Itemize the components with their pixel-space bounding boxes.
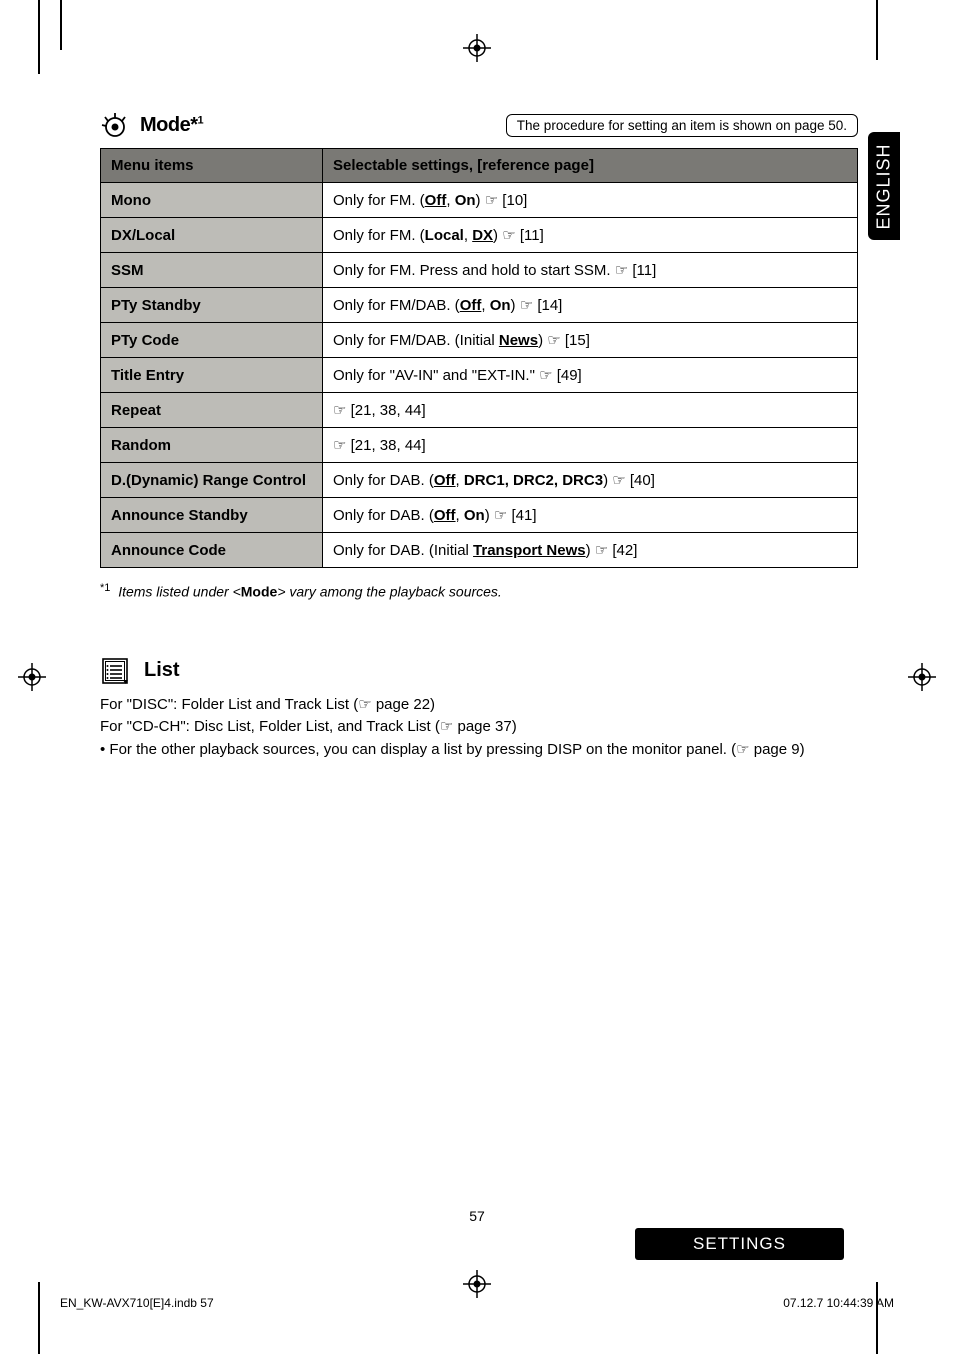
table-row: Announce Code Only for DAB. (Initial Tra… (101, 533, 858, 568)
language-tab-label: ENGLISH (874, 143, 895, 229)
table-row: Repeat ☞ [21, 38, 44] (101, 393, 858, 428)
table-header-col2: Selectable settings, [reference page] (323, 149, 858, 183)
table-row: Title Entry Only for "AV-IN" and "EXT-IN… (101, 358, 858, 393)
crop-line (38, 1282, 40, 1354)
list-title: List (144, 659, 180, 682)
language-tab: ENGLISH (868, 132, 900, 240)
list-line: For "DISC": Folder List and Track List (… (100, 694, 858, 717)
registration-mark-icon (463, 1270, 491, 1298)
table-row: Random ☞ [21, 38, 44] (101, 428, 858, 463)
settings-section-label: SETTINGS (635, 1228, 844, 1260)
table-row: Announce Standby Only for DAB. (Off, On)… (101, 498, 858, 533)
table-row: PTy Standby Only for FM/DAB. (Off, On) ☞… (101, 288, 858, 323)
crop-line (876, 1282, 878, 1354)
footer-left: EN_KW-AVX710[E]4.indb 57 (60, 1296, 214, 1310)
footnote: *1 Items listed under <Mode> vary among … (100, 582, 858, 600)
registration-mark-icon (463, 34, 491, 62)
mode-icon (100, 110, 130, 140)
crop-line (38, 0, 40, 74)
footer-right: 07.12.7 10:44:39 AM (783, 1296, 894, 1310)
table-header-row: Menu items Selectable settings, [referen… (101, 149, 858, 183)
crop-line (60, 0, 62, 50)
procedure-note: The procedure for setting an item is sho… (506, 114, 858, 137)
table-row: PTy Code Only for FM/DAB. (Initial News)… (101, 323, 858, 358)
mode-title: Mode*1 (140, 114, 203, 137)
list-line: • For the other playback sources, you ca… (100, 739, 858, 762)
list-section: List For "DISC": Folder List and Track L… (100, 656, 858, 762)
list-line: For "CD-CH": Disc List, Folder List, and… (100, 716, 858, 739)
mode-header-row: Mode*1 The procedure for setting an item… (100, 110, 858, 140)
registration-mark-icon (18, 663, 46, 691)
crop-line (876, 0, 878, 60)
page-number: 57 (0, 1208, 954, 1224)
registration-mark-icon (908, 663, 936, 691)
table-row: D.(Dynamic) Range Control Only for DAB. … (101, 463, 858, 498)
table-row: SSM Only for FM. Press and hold to start… (101, 253, 858, 288)
content-area: Mode*1 The procedure for setting an item… (100, 110, 858, 761)
settings-table: Menu items Selectable settings, [referen… (100, 148, 858, 568)
table-row: Mono Only for FM. (Off, On) ☞ [10] (101, 183, 858, 218)
table-header-col1: Menu items (101, 149, 323, 183)
table-row: DX/Local Only for FM. (Local, DX) ☞ [11] (101, 218, 858, 253)
print-footer: EN_KW-AVX710[E]4.indb 57 07.12.7 10:44:3… (60, 1296, 894, 1310)
list-icon (100, 656, 130, 686)
list-body: For "DISC": Folder List and Track List (… (100, 694, 858, 762)
